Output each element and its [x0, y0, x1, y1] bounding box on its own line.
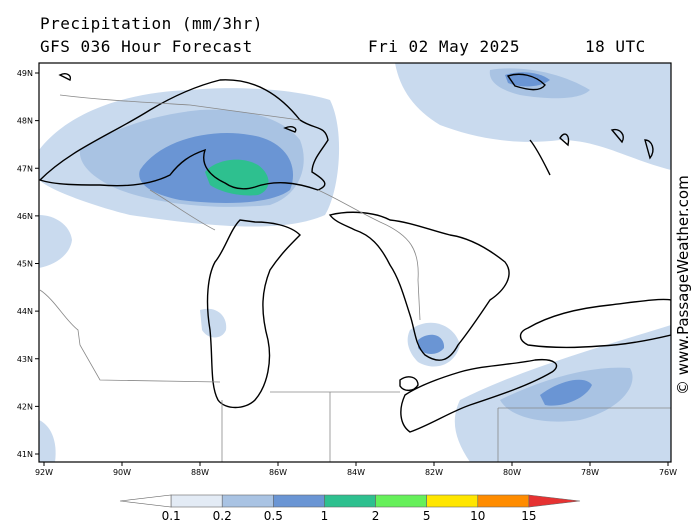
forecast-label: GFS 036 Hour Forecast [40, 37, 253, 56]
chart-title: Precipitation (mm/3hr) [40, 14, 263, 33]
lake-ontario-outline [519, 298, 671, 349]
lat-label: 44N [17, 307, 33, 316]
colorbar-segment [119, 494, 172, 508]
coastlines [39, 73, 671, 433]
precip-area-north-dark [505, 72, 550, 87]
lon-label: 90W [113, 468, 131, 477]
colorbar-segment [273, 494, 325, 508]
lon-label: 78W [581, 468, 599, 477]
border-us-canada-west [59, 94, 301, 121]
colorbar-label: 0.1 [162, 509, 181, 523]
northern-lake-1 [559, 133, 570, 147]
precip-area-erie-dark [540, 379, 592, 406]
colorbar-segment [426, 494, 479, 508]
lon-label: 86W [269, 468, 287, 477]
lon-label: 88W [191, 468, 209, 477]
colorbar-segment [375, 494, 427, 508]
latitude-ticks: 49N 48N 47N 46N 45N 44N 43N 42N 41N [17, 69, 39, 459]
colorbar-label: 5 [423, 509, 431, 523]
lake-michigan-outline [206, 219, 301, 409]
credit-text: © www.PassageWeather.com [674, 175, 692, 395]
lon-label: 82W [425, 468, 443, 477]
lat-label: 46N [17, 212, 33, 221]
colorbar: 0.1 0.2 0.5 1 2 5 10 15 [119, 494, 581, 523]
precip-area-west [39, 215, 72, 268]
lat-label: 49N [17, 69, 33, 78]
northern-lake-6 [283, 126, 297, 133]
lat-label: 43N [17, 355, 33, 364]
colorbar-segment [221, 494, 274, 508]
lat-label: 47N [17, 164, 33, 173]
lake-superior-outline [39, 79, 329, 191]
colorbar-segment [170, 494, 223, 508]
colorbar-label: 0.5 [264, 509, 283, 523]
colorbar-label: 0.2 [213, 509, 232, 523]
colorbar-segment [477, 494, 530, 508]
precip-area-southwest [39, 420, 56, 462]
colorbar-segment [324, 494, 376, 508]
lon-label: 84W [347, 468, 365, 477]
lake-huron-outline [328, 211, 510, 361]
lon-label: 92W [35, 468, 53, 477]
lake-nipigon-outline [506, 73, 546, 91]
lake-erie-outline [400, 358, 558, 433]
lat-label: 41N [17, 450, 33, 459]
border-wi-mi [149, 189, 216, 231]
credit-watermark: © www.PassageWeather.com [674, 175, 692, 395]
forecast-date: Fri 02 May 2025 [368, 37, 520, 56]
precip-area-green [205, 159, 269, 196]
colorbar-label: 10 [470, 509, 485, 523]
precip-area-mid [200, 308, 227, 338]
longitude-ticks: 92W 90W 88W 86W 84W 82W 80W 78W 76W [35, 462, 677, 477]
colorbar-label: 15 [521, 509, 536, 523]
forecast-time: 18 UTC [585, 37, 646, 56]
precip-area-huron-dark [418, 334, 445, 354]
colorbar-label: 1 [321, 509, 329, 523]
lat-label: 48N [17, 117, 33, 126]
precip-area-north [395, 63, 671, 170]
northern-lake-4 [529, 139, 551, 176]
lon-label: 76W [659, 468, 677, 477]
lon-label: 80W [503, 468, 521, 477]
lat-label: 45N [17, 260, 33, 269]
political-borders [39, 94, 671, 462]
northern-lake-3 [644, 139, 654, 160]
lake-st-clair-outline [399, 376, 419, 392]
border-mn-wi [39, 289, 221, 383]
colorbar-label: 2 [372, 509, 380, 523]
lat-label: 42N [17, 402, 33, 411]
map-frame [38, 62, 672, 463]
colorbar-segment [528, 494, 581, 508]
northern-lake-5 [58, 73, 72, 81]
northern-lake-2 [610, 128, 624, 144]
border-sault [317, 189, 421, 321]
